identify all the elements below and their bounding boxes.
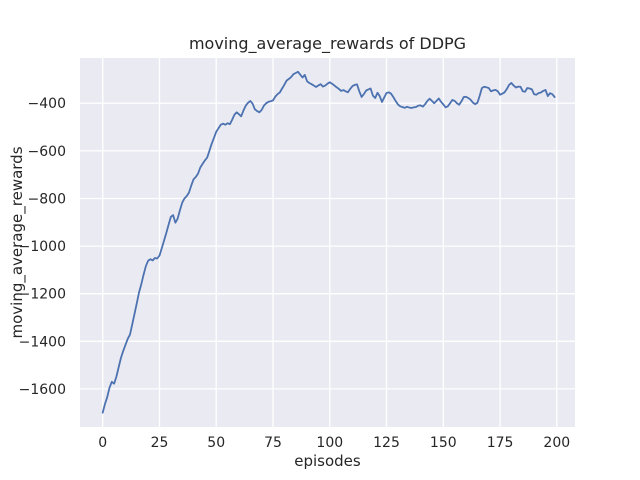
y-axis-label: moving_average_rewards: [8, 146, 27, 338]
y-tick-label: −1400: [19, 334, 66, 350]
y-tick-label: −1000: [19, 239, 66, 255]
series-line: [101, 70, 556, 414]
x-tick-label: 125: [373, 435, 400, 451]
x-tick-label: 150: [430, 435, 457, 451]
series-group: [101, 70, 556, 414]
x-tick-label: 200: [543, 435, 570, 451]
chart-title: moving_average_rewards of DDPG: [189, 34, 466, 54]
y-tick-label: −600: [28, 144, 66, 160]
y-tick-label: −800: [28, 192, 66, 208]
plot-area: [80, 58, 575, 427]
x-tick-label: 25: [151, 435, 169, 451]
x-tick-label: 0: [98, 435, 107, 451]
x-tick-label: 50: [207, 435, 225, 451]
x-tick-label: 100: [316, 435, 343, 451]
tick-labels: 0 25 50 75 100 125 150 175 200 −400 −600 −800 −1000 −…: [19, 96, 571, 451]
y-tick-label: −400: [28, 96, 66, 112]
x-axis-label: episodes: [294, 452, 361, 470]
y-tick-label: −1200: [19, 287, 66, 303]
y-tick-label: −1600: [19, 382, 66, 398]
gridlines: [80, 58, 575, 427]
x-tick-label: 75: [264, 435, 282, 451]
x-tick-label: 175: [487, 435, 514, 451]
